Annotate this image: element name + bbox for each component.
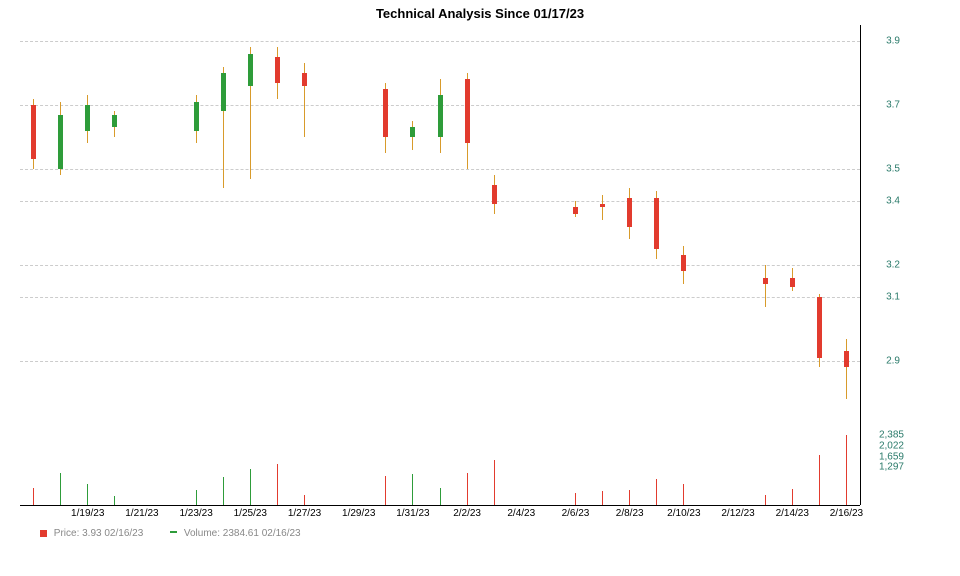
- volume-bar: [277, 464, 278, 505]
- volume-bar: [494, 460, 495, 505]
- candle-body: [654, 198, 659, 249]
- volume-bar: [683, 484, 684, 505]
- x-axis: 1/19/23 1/21/23 1/23/23 1/25/23 1/27/23 1/29/…: [20, 508, 860, 522]
- volume-bar: [792, 489, 793, 505]
- candle-body: [817, 297, 822, 358]
- volume-bar: [629, 490, 630, 505]
- candle-body: [410, 127, 415, 137]
- chart-title: Technical Analysis Since 01/17/23: [0, 6, 960, 21]
- candle-body: [221, 73, 226, 111]
- volume-bar: [765, 495, 766, 505]
- gridline: [20, 297, 860, 298]
- x-tick-label: 1/19/23: [71, 508, 104, 519]
- candle-wick: [846, 339, 847, 400]
- candle-body: [58, 115, 63, 169]
- volume-bar: [412, 474, 413, 505]
- volume-bar: [819, 455, 820, 505]
- x-tick-label: 2/2/23: [453, 508, 481, 519]
- candle-body: [31, 105, 36, 159]
- volume-bar: [602, 491, 603, 505]
- chart-container: Technical Analysis Since 01/17/23 3.93.7…: [0, 0, 960, 576]
- gridline: [20, 361, 860, 362]
- volume-bar: [575, 493, 576, 505]
- candle-body: [492, 185, 497, 204]
- x-tick-label: 1/29/23: [342, 508, 375, 519]
- volume-bar: [114, 496, 115, 505]
- volume-bar: [223, 477, 224, 505]
- volume-bar: [33, 488, 34, 506]
- legend-price: Price: 3.93 02/16/23: [40, 528, 143, 539]
- volume-bar: [846, 435, 847, 505]
- volume-bar: [196, 490, 197, 505]
- candle-body: [790, 278, 795, 288]
- candle-body: [600, 204, 605, 207]
- y-tick-label: 3.5: [886, 164, 900, 175]
- y-tick-label: 3.2: [886, 260, 900, 271]
- x-tick-label: 1/21/23: [125, 508, 158, 519]
- legend-price-text: Price: 3.93 02/16/23: [54, 528, 144, 539]
- volume-bar: [440, 488, 441, 506]
- volume-bar: [60, 473, 61, 505]
- candle-body: [627, 198, 632, 227]
- x-tick-label: 2/14/23: [776, 508, 809, 519]
- candle-body: [85, 105, 90, 131]
- price-swatch: [40, 530, 47, 537]
- x-tick-label: 2/10/23: [667, 508, 700, 519]
- candle-body: [275, 57, 280, 83]
- x-tick-label: 2/6/23: [562, 508, 590, 519]
- candle-body: [248, 54, 253, 86]
- volume-swatch: [170, 531, 177, 533]
- candle-body: [844, 351, 849, 367]
- candle-body: [465, 79, 470, 143]
- y-axis-line: [860, 25, 861, 505]
- x-tick-label: 1/27/23: [288, 508, 321, 519]
- x-axis-line: [20, 505, 860, 506]
- candle-body: [302, 73, 307, 86]
- x-tick-label: 2/16/23: [830, 508, 863, 519]
- x-tick-label: 2/8/23: [616, 508, 644, 519]
- y-tick-label: 3.7: [886, 100, 900, 111]
- y-tick-label: 3.4: [886, 196, 900, 207]
- gridline: [20, 201, 860, 202]
- volume-bar: [304, 495, 305, 505]
- x-tick-label: 1/23/23: [179, 508, 212, 519]
- candle-body: [763, 278, 768, 284]
- candle-body: [573, 207, 578, 213]
- volume-bar: [87, 484, 88, 505]
- gridline: [20, 169, 860, 170]
- vol-tick-label: 1,659: [879, 451, 904, 462]
- volume-bar: [385, 476, 386, 505]
- candle-body: [438, 95, 443, 137]
- candle-wick: [765, 265, 766, 307]
- vol-tick-label: 2,385: [879, 430, 904, 441]
- x-tick-label: 1/25/23: [234, 508, 267, 519]
- y-tick-label: 3.1: [886, 292, 900, 303]
- candle-body: [383, 89, 388, 137]
- vol-tick-label: 2,022: [879, 441, 904, 452]
- y-tick-label: 2.9: [886, 356, 900, 367]
- volume-bar: [656, 479, 657, 505]
- legend-volume-text: Volume: 2384.61 02/16/23: [184, 528, 301, 539]
- x-tick-label: 1/31/23: [396, 508, 429, 519]
- candle-wick: [602, 195, 603, 221]
- plot-area: 3.93.73.53.43.23.12.92,3852,0221,6591,29…: [20, 25, 860, 505]
- x-tick-label: 2/4/23: [507, 508, 535, 519]
- legend-volume: Volume: 2384.61 02/16/23: [170, 528, 301, 539]
- candle-body: [194, 102, 199, 131]
- volume-bar: [467, 473, 468, 505]
- legend: Price: 3.93 02/16/23 Volume: 2384.61 02/…: [40, 528, 325, 539]
- candle-body: [112, 115, 117, 128]
- x-tick-label: 2/12/23: [721, 508, 754, 519]
- candle-body: [681, 255, 686, 271]
- y-tick-label: 3.9: [886, 36, 900, 47]
- vol-tick-label: 1,297: [879, 462, 904, 473]
- gridline: [20, 265, 860, 266]
- gridline: [20, 41, 860, 42]
- volume-bar: [250, 469, 251, 505]
